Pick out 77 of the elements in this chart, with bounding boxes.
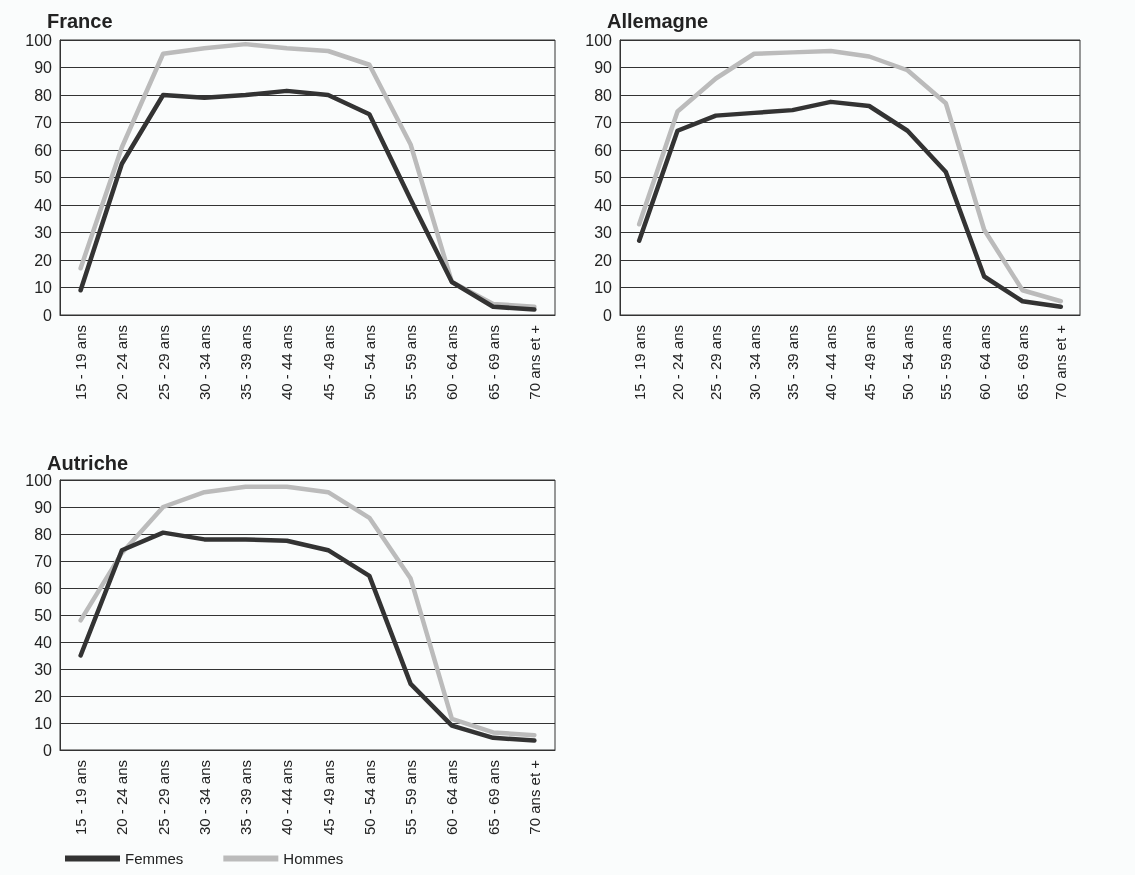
- x-tick-label: 20 - 24 ans: [669, 325, 686, 401]
- chart-title: Autriche: [47, 452, 129, 474]
- x-tick-label: 45 - 49 ans: [319, 760, 337, 836]
- y-tick-label: 80: [594, 86, 613, 104]
- x-tick-label: 25 - 29 ans: [707, 325, 725, 401]
- x-tick-label: 25 - 29 ans: [154, 760, 172, 836]
- y-tick-label: 10: [34, 279, 53, 296]
- x-tick-label: 70 ans et +: [525, 759, 543, 835]
- y-tick-label: 80: [34, 525, 53, 543]
- x-tick-label: 15 - 19 ans: [72, 325, 90, 401]
- x-tick-label: 30 - 34 ans: [195, 760, 213, 836]
- x-tick-label: 15 - 19 ans: [630, 325, 648, 401]
- x-tick-label: 65 - 69 ans: [484, 325, 502, 401]
- x-tick-label: 20 - 24 ans: [113, 325, 131, 401]
- x-tick-label: 35 - 39 ans: [237, 325, 255, 401]
- y-tick-label: 10: [34, 714, 53, 732]
- y-tick-label: 90: [34, 498, 53, 516]
- y-tick-label: 70: [594, 114, 613, 131]
- y-tick-label: 50: [34, 169, 53, 186]
- x-tick-label: 30 - 34 ans: [195, 325, 213, 401]
- y-tick-label: 100: [585, 31, 613, 49]
- y-tick-label: 90: [34, 59, 53, 76]
- y-tick-label: 100: [25, 471, 53, 489]
- y-tick-label: 80: [34, 86, 53, 104]
- y-tick-label: 50: [34, 606, 53, 624]
- y-tick-label: 30: [34, 660, 53, 678]
- y-tick-label: 0: [603, 306, 613, 324]
- x-tick-label: 35 - 39 ans: [784, 325, 801, 401]
- y-tick-label: 0: [43, 306, 53, 324]
- y-tick-label: 40: [34, 196, 53, 214]
- x-tick-label: 70 ans et +: [525, 324, 543, 400]
- x-tick-label: 15 - 19 ans: [72, 760, 90, 836]
- y-tick-label: 70: [34, 552, 53, 570]
- x-tick-label: 65 - 69 ans: [1014, 325, 1031, 401]
- y-tick-label: 60: [34, 141, 53, 159]
- x-tick-label: 55 - 59 ans: [937, 325, 955, 401]
- y-tick-label: 20: [34, 687, 53, 705]
- y-tick-label: 60: [34, 579, 53, 597]
- y-tick-label: 40: [34, 633, 53, 651]
- legend-label: Hommes: [283, 850, 344, 867]
- legend-label: Femmes: [125, 850, 184, 867]
- y-tick-label: 20: [34, 251, 53, 269]
- x-tick-label: 70 ans et +: [1052, 324, 1070, 400]
- x-tick-label: 60 - 64 ans: [443, 325, 461, 401]
- y-tick-label: 40: [594, 196, 613, 214]
- x-tick-label: 60 - 64 ans: [443, 760, 461, 836]
- x-tick-label: 50 - 54 ans: [899, 325, 916, 401]
- line-series: [78, 484, 537, 738]
- x-tick-label: 50 - 54 ans: [360, 760, 378, 836]
- y-tick-label: 20: [594, 251, 613, 269]
- x-tick-label: 45 - 49 ans: [319, 325, 337, 401]
- x-tick-label: 35 - 39 ans: [237, 760, 255, 836]
- y-tick-label: 10: [594, 279, 613, 296]
- y-tick-label: 90: [594, 59, 613, 76]
- y-tick-label: 30: [594, 224, 613, 241]
- x-tick-label: 40 - 44 ans: [278, 760, 296, 836]
- x-tick-label: 30 - 34 ans: [745, 325, 763, 401]
- x-tick-label: 65 - 69 ans: [484, 760, 502, 836]
- x-tick-label: 40 - 44 ans: [278, 325, 296, 401]
- line-series: [78, 41, 537, 309]
- x-tick-label: 60 - 64 ans: [975, 325, 993, 401]
- y-tick-label: 50: [594, 169, 613, 186]
- line-series: [636, 48, 1064, 304]
- y-tick-label: 0: [43, 741, 53, 759]
- y-tick-label: 60: [594, 141, 613, 159]
- x-tick-label: 40 - 44 ans: [822, 325, 840, 401]
- y-tick-label: 100: [25, 31, 53, 49]
- x-tick-label: 20 - 24 ans: [113, 760, 131, 836]
- x-tick-label: 55 - 59 ans: [402, 760, 420, 836]
- y-tick-label: 70: [34, 114, 53, 131]
- chart-title: Allemagne: [607, 10, 709, 32]
- x-tick-label: 55 - 59 ans: [402, 325, 420, 401]
- x-tick-label: 50 - 54 ans: [360, 325, 378, 401]
- x-tick-label: 25 - 29 ans: [154, 325, 172, 401]
- x-tick-label: 45 - 49 ans: [860, 325, 878, 401]
- y-tick-label: 30: [34, 224, 53, 241]
- chart-title: France: [47, 10, 113, 32]
